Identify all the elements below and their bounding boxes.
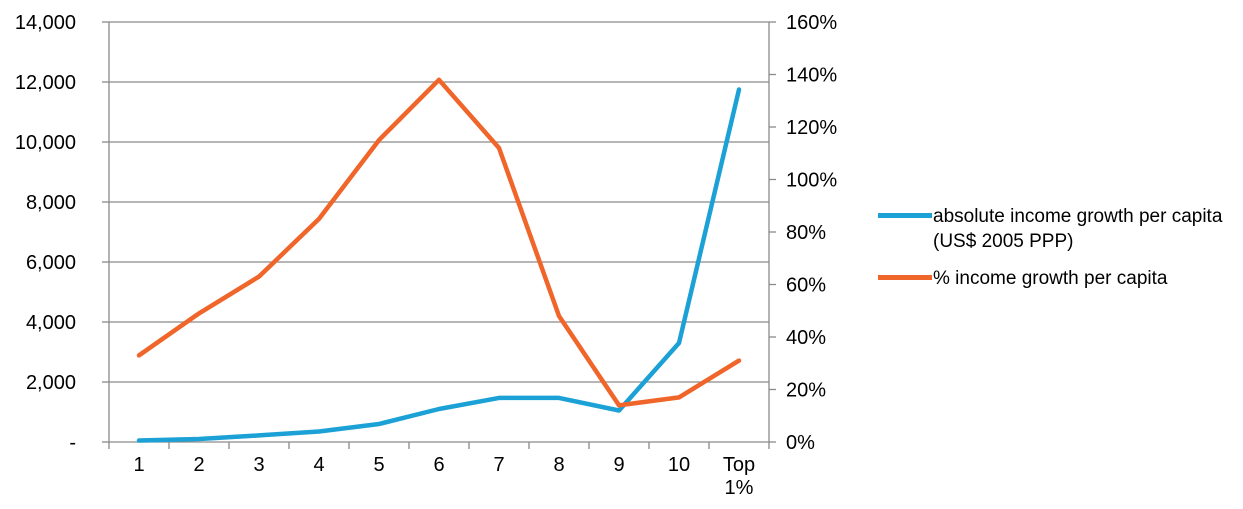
left-tick-label: - (69, 432, 76, 454)
right-tick-label: 0% (786, 432, 815, 454)
left-tick-label: 4,000 (26, 312, 76, 334)
right-axis-ticks: 0% 20% 40% 60% 80% 100% 120% 140% 160% (786, 12, 837, 454)
legend-item-absolute: absolute income growth per capita (US$ 2… (878, 204, 1243, 254)
x-tick-label: 9 (613, 454, 624, 476)
series-lines (136, 77, 742, 443)
left-tick-label: 10,000 (15, 132, 76, 154)
x-tick-label: 6 (433, 454, 444, 476)
left-tick-label: 8,000 (26, 192, 76, 214)
series-line-absolute-growth (136, 87, 742, 443)
left-tick-label: 2,000 (26, 372, 76, 394)
right-tick-label: 140% (786, 65, 837, 87)
left-tick-label: 12,000 (15, 72, 76, 94)
gridlines (109, 21, 769, 383)
x-tick-label: 1 (133, 454, 144, 476)
left-tick-label: 14,000 (15, 12, 76, 34)
x-tick-label: Top 1% (723, 454, 755, 499)
x-tick-label: 10 (668, 454, 690, 476)
series-line-percent-growth (136, 77, 742, 408)
x-tick-label: 7 (493, 454, 504, 476)
right-tick-label: 100% (786, 170, 837, 192)
right-tick-label: 60% (786, 275, 826, 297)
x-axis-ticks: 1 2 3 4 5 6 7 8 9 10 Top 1% (133, 454, 755, 499)
x-tick-label: 3 (253, 454, 264, 476)
left-axis-ticks: - 2,000 4,000 6,000 8,000 10,000 12,000 14,000 (15, 12, 76, 454)
x-tick-label: 2 (193, 454, 204, 476)
legend-swatch-percent (878, 275, 932, 280)
right-tick-label: 160% (786, 12, 837, 34)
x-tick-label: 8 (553, 454, 564, 476)
axes (102, 21, 776, 449)
legend: absolute income growth per capita (US$ 2… (878, 204, 1243, 303)
x-tick-label: 4 (313, 454, 324, 476)
left-tick-label: 6,000 (26, 252, 76, 274)
right-tick-label: 20% (786, 380, 826, 402)
legend-label-absolute: absolute income growth per capita (US$ 2… (933, 206, 1223, 252)
x-tick-label: 5 (373, 454, 384, 476)
right-tick-label: 40% (786, 327, 826, 349)
right-tick-label: 120% (786, 117, 837, 139)
right-tick-label: 80% (786, 222, 826, 244)
legend-swatch-absolute (878, 213, 932, 218)
legend-label-percent: % income growth per capita (933, 268, 1168, 289)
legend-item-percent: % income growth per capita (878, 266, 1243, 291)
